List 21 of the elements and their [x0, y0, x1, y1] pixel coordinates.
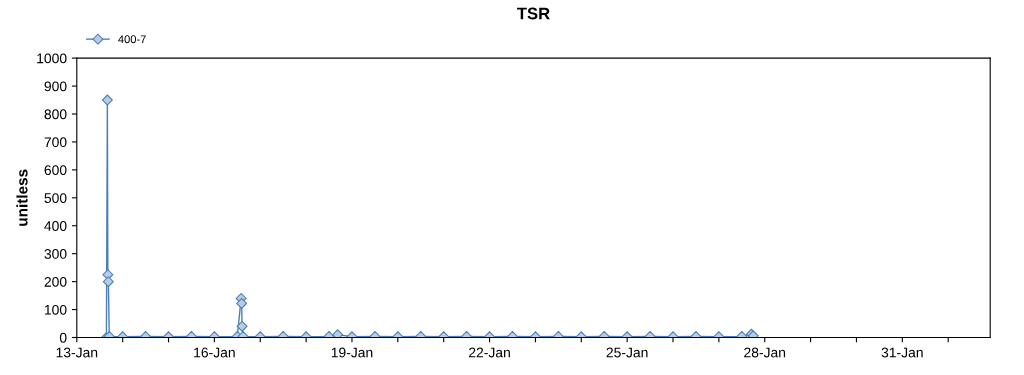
y-tick-label: 700 — [44, 137, 67, 148]
x-tick-label: 31-Jan — [881, 347, 923, 358]
y-tick-label: 400 — [44, 221, 67, 231]
x-tick-label: 25-Jan — [606, 347, 648, 358]
x-tick-label: 22-Jan — [469, 347, 510, 358]
y-tick-label: 500 — [44, 193, 67, 203]
legend-label: 400-7 — [118, 35, 146, 44]
x-tick-label: 13-Jan — [56, 347, 98, 358]
chart-title: TSR — [517, 7, 550, 20]
y-tick-label: 600 — [44, 165, 67, 176]
x-tick-label: 16-Jan — [194, 347, 235, 358]
y-tick-label: 300 — [44, 249, 67, 259]
y-tick-label: 100 — [44, 304, 67, 315]
y-tick-label: 800 — [44, 109, 67, 120]
x-tick-label: 19-Jan — [331, 347, 373, 358]
y-tick-label: 0 — [59, 332, 67, 343]
y-tick-label: 1000 — [37, 53, 67, 64]
y-tick-label: 900 — [44, 81, 67, 92]
x-tick-label: 28-Jan — [744, 347, 786, 358]
y-axis-title: unitless — [16, 169, 28, 226]
y-tick-label: 200 — [44, 276, 67, 287]
